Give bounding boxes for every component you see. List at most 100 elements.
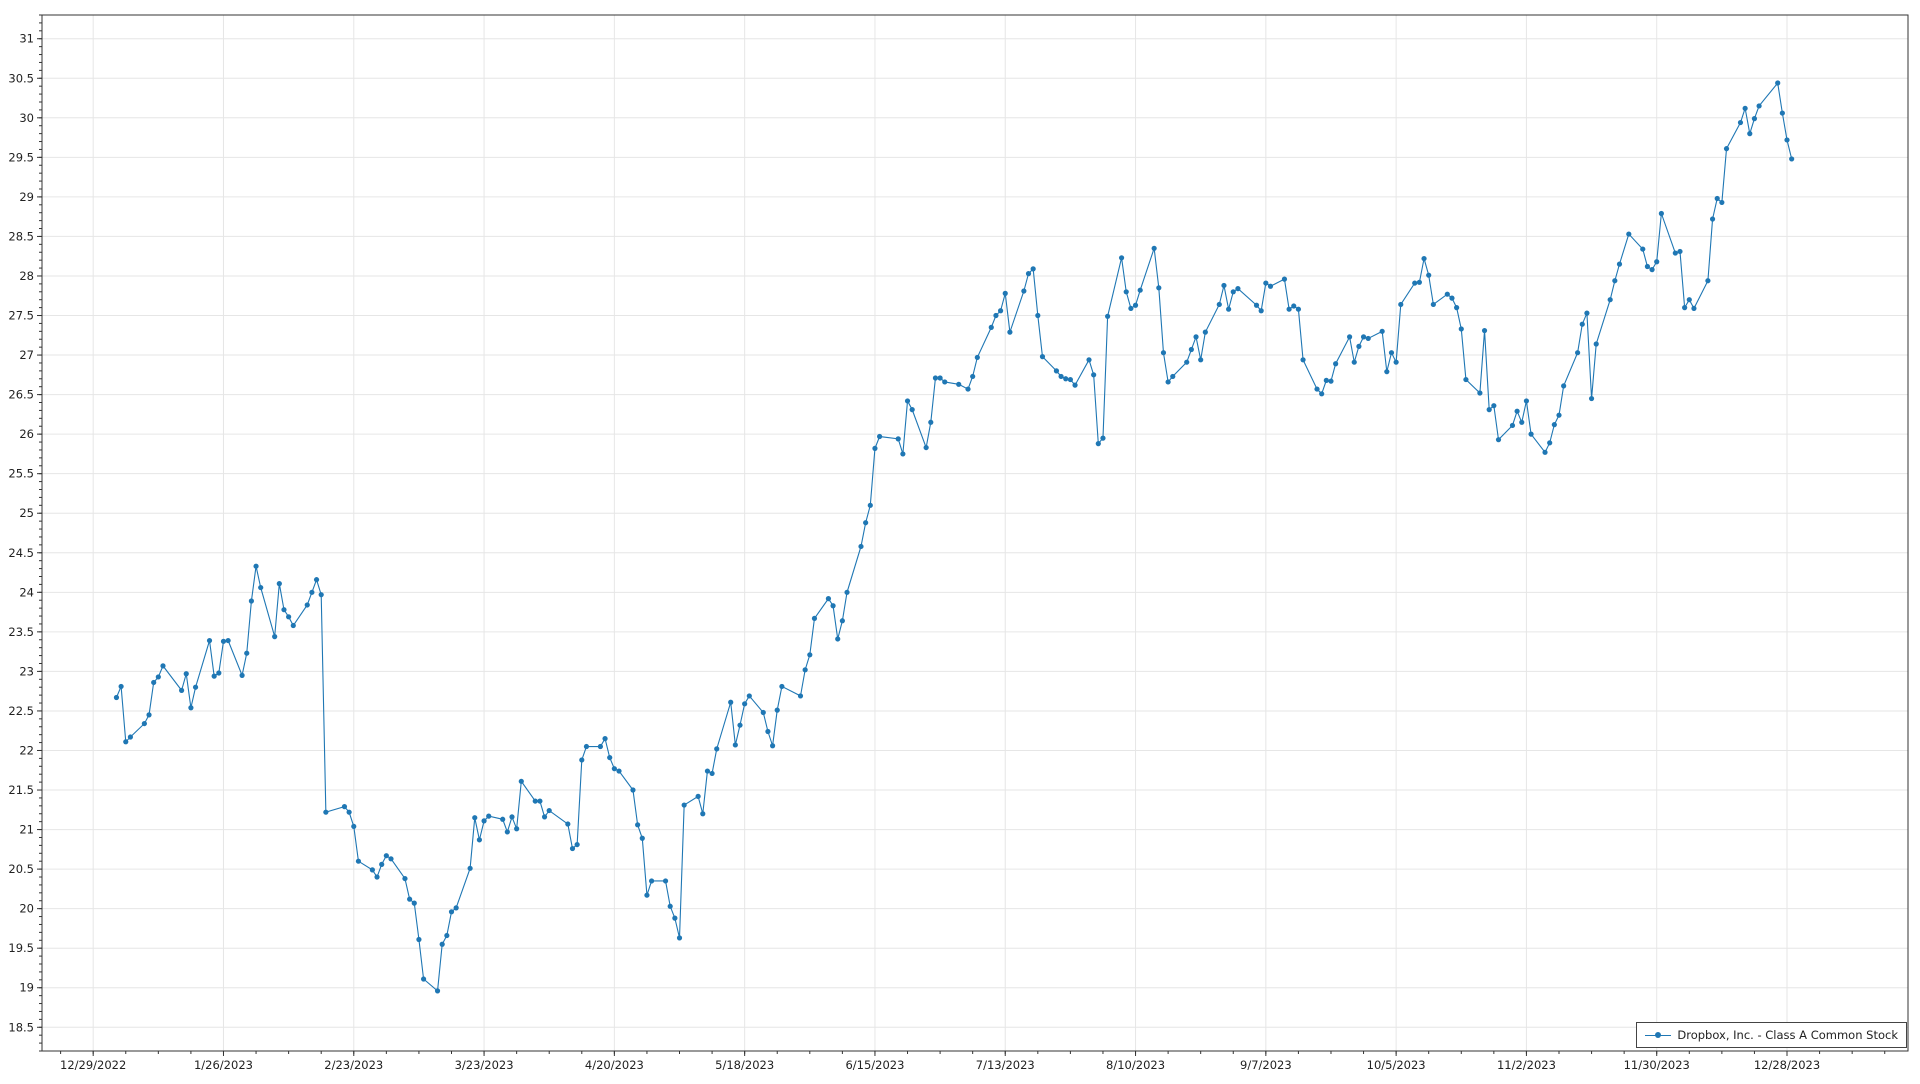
- data-point: [1053, 368, 1060, 374]
- data-point: [1132, 302, 1139, 308]
- data-point: [286, 614, 292, 620]
- data-point: [569, 845, 576, 852]
- data-point: [1551, 422, 1557, 428]
- data-point: [1007, 329, 1013, 335]
- legend: Dropbox, Inc. - Class A Common Stock: [1636, 1022, 1907, 1048]
- data-point: [1230, 289, 1236, 295]
- data-point: [574, 841, 580, 848]
- data-point: [258, 584, 264, 591]
- x-tick-label: 3/23/2023: [455, 1058, 514, 1072]
- data-point: [374, 874, 380, 880]
- data-point: [1063, 376, 1069, 382]
- data-point: [179, 687, 185, 693]
- y-tick-label: 23.5: [8, 625, 34, 639]
- data-point: [1333, 361, 1339, 367]
- data-point: [127, 734, 134, 740]
- data-point: [1481, 327, 1488, 334]
- data-point: [1291, 303, 1297, 309]
- data-point: [811, 615, 818, 622]
- data-point: [1300, 357, 1306, 363]
- data-point: [1156, 285, 1162, 291]
- x-tick-label: 12/28/2023: [1754, 1058, 1820, 1072]
- data-point: [1584, 310, 1590, 316]
- data-point: [895, 436, 901, 442]
- data-point: [1323, 377, 1329, 383]
- data-point: [676, 935, 683, 941]
- data-point: [151, 679, 157, 686]
- data-point: [1458, 326, 1464, 332]
- data-point: [1682, 305, 1688, 311]
- grid-lines: [42, 15, 1908, 1051]
- data-point: [1547, 440, 1553, 446]
- data-point: [900, 451, 906, 457]
- data-point: [993, 312, 999, 319]
- data-point: [383, 853, 389, 859]
- data-point: [769, 743, 776, 749]
- y-tick-label: 27: [19, 348, 34, 362]
- data-point: [942, 379, 948, 385]
- data-point: [1486, 407, 1492, 413]
- data-point: [1091, 372, 1097, 378]
- data-point: [532, 798, 538, 804]
- data-point: [1607, 297, 1613, 303]
- data-point: [402, 875, 408, 882]
- data-point: [476, 837, 483, 843]
- data-point: [728, 699, 734, 705]
- data-point: [537, 798, 543, 804]
- data-point: [1593, 341, 1599, 347]
- data-point: [1393, 359, 1399, 365]
- x-tick-label: 6/15/2023: [845, 1058, 904, 1072]
- data-point: [318, 592, 324, 598]
- y-tick-label: 19: [19, 981, 34, 995]
- data-point: [1398, 301, 1404, 308]
- data-point: [928, 419, 934, 425]
- data-point: [1654, 259, 1660, 265]
- data-point: [681, 802, 687, 808]
- y-tick-label: 18.5: [8, 1020, 34, 1034]
- data-point: [797, 693, 804, 699]
- x-tick-label: 2/23/2023: [324, 1058, 383, 1072]
- axes: 18.5 19 19.5 20 20.5 21 21.5 22 22.5 23 23.5 24 24.5…: [8, 14, 1886, 1072]
- data-point: [695, 793, 701, 799]
- data-point: [742, 701, 748, 707]
- data-point: [1267, 283, 1274, 289]
- data-point: [1747, 131, 1753, 137]
- data-point: [1444, 291, 1450, 297]
- y-tick-label: 20: [19, 902, 34, 916]
- data-point: [444, 932, 450, 939]
- y-tick-label: 27.5: [8, 309, 34, 323]
- data-point: [1509, 422, 1516, 429]
- data-point: [1495, 437, 1502, 443]
- data-point: [1556, 412, 1562, 418]
- data-point: [1388, 350, 1395, 356]
- data-point: [1649, 267, 1655, 273]
- data-point: [1067, 376, 1073, 383]
- data-point: [355, 858, 362, 864]
- data-point: [1779, 110, 1785, 116]
- data-point: [872, 445, 878, 451]
- data-point: [1258, 308, 1264, 314]
- data-point: [1742, 105, 1748, 111]
- data-point: [644, 892, 650, 898]
- data-point: [932, 375, 939, 381]
- y-tick-label: 19.5: [8, 941, 34, 955]
- data-point: [1328, 378, 1334, 384]
- data-point: [1058, 373, 1064, 380]
- data-point: [1137, 287, 1143, 293]
- data-point: [1035, 312, 1041, 319]
- data-point: [639, 835, 645, 841]
- data-point: [183, 671, 189, 677]
- data-point: [1644, 263, 1651, 270]
- data-point: [700, 811, 706, 817]
- plot-area-frame: [41, 14, 1909, 1052]
- data-point: [1025, 271, 1032, 277]
- data-point: [1579, 321, 1585, 327]
- data-point: [411, 900, 417, 906]
- data-point: [1528, 431, 1534, 437]
- data-point: [583, 743, 590, 750]
- x-tick-label: 5/18/2023: [715, 1058, 774, 1072]
- data-point: [607, 754, 613, 761]
- data-point: [1454, 305, 1460, 311]
- data-point: [737, 722, 743, 728]
- y-tick-label: 30: [19, 111, 34, 125]
